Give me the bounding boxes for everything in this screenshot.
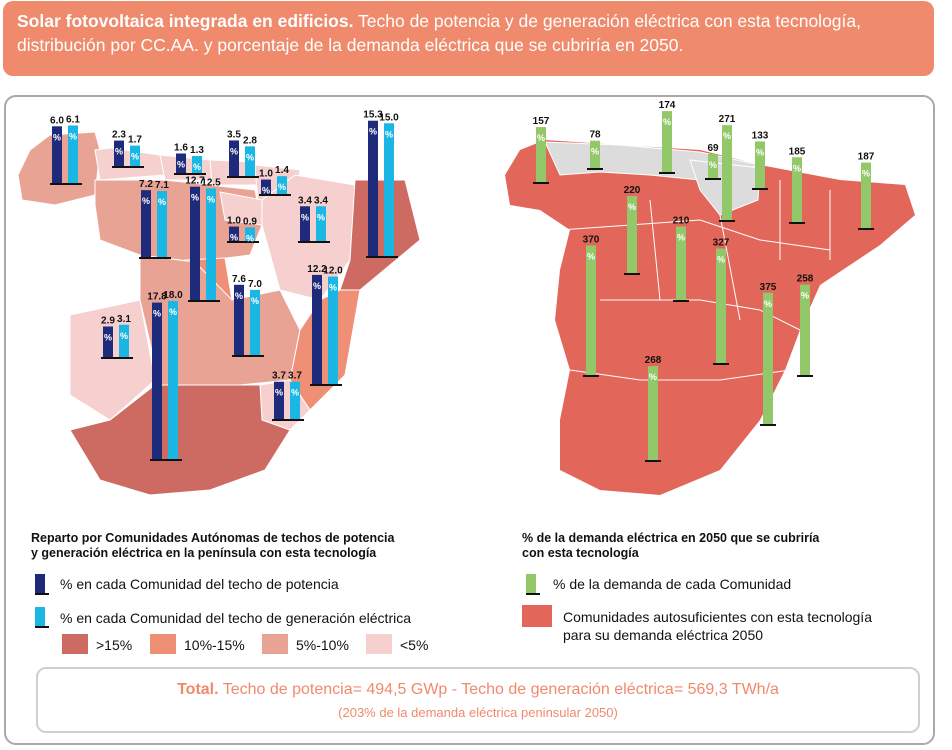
total-text: Techo de potencia= 494,5 GWp - Techo de …	[218, 681, 779, 698]
legend-label-5-10: 5%-10%	[296, 637, 349, 653]
right-legend-title-line1: % de la demanda eléctrica en 2050 que se…	[522, 531, 820, 545]
header-title-bold: Solar fotovoltaica integrada en edificio…	[17, 11, 354, 31]
left-legend-light-swatch	[35, 607, 49, 628]
left-legend-item-dark: % en cada Comunidad del techo de potenci…	[60, 576, 339, 592]
legend-label-lt5: <5%	[400, 637, 429, 653]
left-legend-item-light: % en cada Comunidad del techo de generac…	[60, 610, 412, 626]
legend-swatch-gt15	[62, 634, 88, 654]
total-label: Total.	[177, 681, 219, 698]
total-sub-line: (203% de la demanda eléctrica peninsular…	[338, 705, 618, 720]
total-box: Total. Techo de potencia= 494,5 GWp - Te…	[36, 667, 920, 733]
legend-swatch-10-15	[150, 634, 176, 654]
right-legend-item-region-line2: para su demanda eléctrica 2050	[563, 627, 764, 643]
legend-label-10-15: 10%-15%	[184, 637, 245, 653]
right-legend-item-region-line1: Comunidades autosuficientes con esta tec…	[563, 609, 872, 625]
legend-label-gt15: >15%	[96, 637, 133, 653]
left-legend-title-line1: Reparto por Comunidades Autónomas de tec…	[31, 531, 395, 545]
total-main-line: Total. Techo de potencia= 494,5 GWp - Te…	[38, 681, 918, 699]
right-legend-item-green: % de la demanda de cada Comunidad	[553, 576, 792, 592]
right-legend-item-region: Comunidades autosuficientes con esta tec…	[563, 608, 872, 644]
header-title-rest: Techo de potencia y de generación eléctr…	[17, 11, 861, 55]
right-legend-title: % de la demanda eléctrica en 2050 que se…	[522, 531, 819, 561]
header-banner: Solar fotovoltaica integrada en edificio…	[3, 1, 934, 76]
legend-swatch-lt5	[366, 634, 392, 654]
right-legend-region-swatch	[522, 605, 552, 627]
content-panel	[4, 95, 935, 745]
left-legend-title-line2: y generación eléctrica en la península c…	[31, 546, 377, 560]
left-legend-dark-swatch	[35, 574, 49, 595]
right-legend-title-line2: con esta tecnología	[522, 546, 639, 560]
legend-swatch-5-10	[262, 634, 288, 654]
right-legend-green-swatch	[526, 574, 540, 595]
left-legend-title: Reparto por Comunidades Autónomas de tec…	[31, 531, 394, 561]
